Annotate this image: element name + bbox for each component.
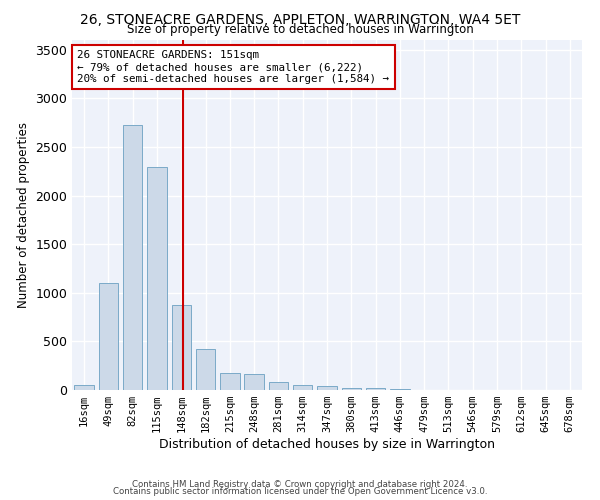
Text: Contains HM Land Registry data © Crown copyright and database right 2024.: Contains HM Land Registry data © Crown c…: [132, 480, 468, 489]
Text: Contains public sector information licensed under the Open Government Licence v3: Contains public sector information licen…: [113, 487, 487, 496]
Bar: [172, 306, 191, 390]
Bar: [341, 388, 361, 390]
Bar: [196, 349, 215, 390]
Bar: [317, 386, 337, 390]
Text: Size of property relative to detached houses in Warrington: Size of property relative to detached ho…: [127, 22, 473, 36]
Bar: [390, 389, 410, 390]
Y-axis label: Number of detached properties: Number of detached properties: [17, 122, 30, 308]
Bar: [220, 374, 239, 390]
Text: 26, STONEACRE GARDENS, APPLETON, WARRINGTON, WA4 5ET: 26, STONEACRE GARDENS, APPLETON, WARRING…: [80, 12, 520, 26]
Bar: [244, 374, 264, 390]
Bar: [74, 385, 94, 390]
Bar: [123, 124, 142, 390]
X-axis label: Distribution of detached houses by size in Warrington: Distribution of detached houses by size …: [159, 438, 495, 451]
Bar: [366, 388, 385, 390]
Bar: [269, 382, 288, 390]
Bar: [293, 384, 313, 390]
Bar: [99, 283, 118, 390]
Bar: [147, 168, 167, 390]
Text: 26 STONEACRE GARDENS: 151sqm
← 79% of detached houses are smaller (6,222)
20% of: 26 STONEACRE GARDENS: 151sqm ← 79% of de…: [77, 50, 389, 84]
